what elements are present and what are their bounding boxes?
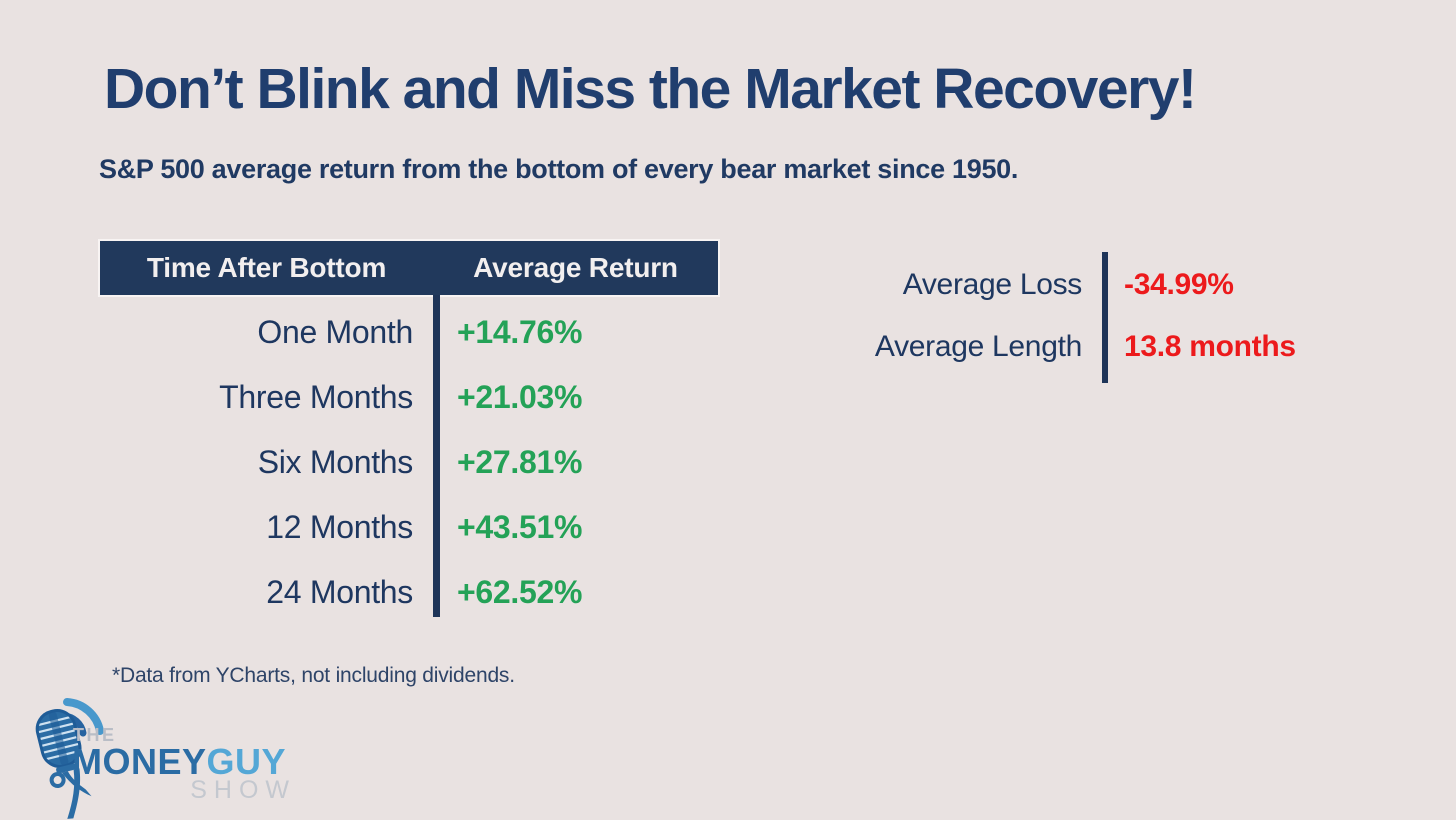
returns-table: Time After Bottom Average Return One Mon…	[100, 241, 718, 625]
row-value: +43.51%	[457, 509, 583, 545]
stat-label: Average Loss	[902, 268, 1083, 301]
row-value: +62.52%	[457, 574, 583, 610]
bear-market-stats: Average Loss -34.99% Average Length 13.8…	[820, 254, 1296, 378]
stat-value: -34.99%	[1124, 268, 1234, 301]
table-header-bar: Time After Bottom Average Return	[100, 241, 718, 295]
microphone-icon	[35, 709, 92, 819]
row-value: +21.03%	[457, 379, 583, 415]
table-body: One Month +14.76% Three Months +21.03% S…	[100, 295, 718, 625]
stat-label: Average Length	[874, 330, 1082, 363]
table-column-divider	[433, 295, 440, 617]
row-label: Three Months	[219, 379, 413, 415]
stats-divider	[1102, 252, 1108, 383]
logo-text-show: SHOW	[190, 776, 296, 804]
logo-text-the: THE	[73, 725, 117, 745]
row-label: 24 Months	[266, 574, 413, 610]
row-value: +27.81%	[457, 444, 583, 480]
table-row: 24 Months +62.52%	[100, 560, 718, 625]
row-label: One Month	[257, 314, 413, 350]
footnote: *Data from YCharts, not including divide…	[112, 664, 515, 687]
page-title: Don’t Blink and Miss the Market Recovery…	[104, 57, 1197, 121]
stat-row: Average Loss -34.99%	[820, 254, 1296, 316]
logo-text-guy: GUY	[206, 741, 287, 782]
table-row: Six Months +27.81%	[100, 430, 718, 495]
logo-text-moneyguy: MONEYGUY	[72, 741, 286, 783]
column-header-average-return: Average Return	[473, 252, 678, 283]
column-header-time-after-bottom: Time After Bottom	[146, 252, 387, 283]
stat-row: Average Length 13.8 months	[820, 316, 1296, 378]
microphone-with-sound-waves-icon	[35, 698, 104, 819]
row-label: Six Months	[257, 444, 414, 480]
row-value: +14.76%	[457, 314, 583, 350]
row-label: 12 Months	[266, 509, 413, 545]
moneyguy-show-logo: THE MONEYGUY SHOW	[24, 688, 334, 820]
page-subtitle: S&P 500 average return from the bottom o…	[99, 154, 1019, 184]
table-row: 12 Months +43.51%	[100, 495, 718, 560]
table-row: Three Months +21.03%	[100, 365, 718, 430]
stat-value: 13.8 months	[1124, 330, 1296, 363]
table-row: One Month +14.76%	[100, 300, 718, 365]
logo-text-money: MONEY	[72, 741, 207, 782]
